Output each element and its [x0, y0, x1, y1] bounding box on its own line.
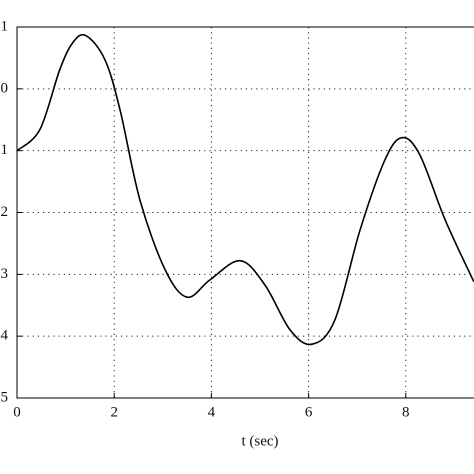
- y-tick-label: 1: [1, 18, 9, 34]
- y-tick-label: 3: [1, 266, 9, 282]
- y-tick-label: 1: [1, 142, 9, 158]
- x-tick-label: 6: [305, 404, 313, 420]
- y-tick-label: 0: [1, 80, 9, 96]
- plot-frame: [16, 26, 474, 399]
- line-series: [16, 33, 474, 346]
- x-tick-label: 0: [13, 404, 21, 420]
- y-tick-label: 2: [1, 204, 9, 220]
- y-tick-label: 4: [1, 328, 9, 344]
- x-tick-label: 4: [208, 404, 216, 420]
- x-tick-label: 8: [402, 404, 410, 420]
- x-tick-label: 2: [110, 404, 118, 420]
- x-axis-label: t (sec): [241, 433, 278, 449]
- y-tick-label: 5: [1, 389, 9, 405]
